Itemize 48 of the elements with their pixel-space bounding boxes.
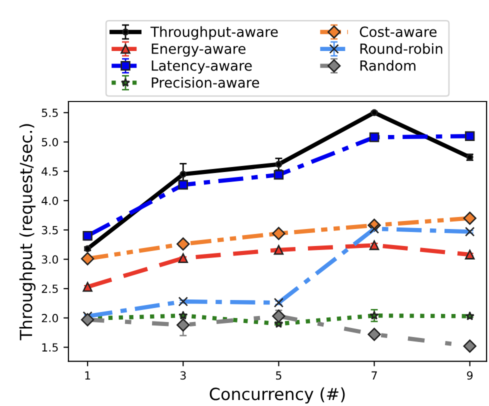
legend-label: Round-robin [360,43,442,54]
x-tick-label: 1 [85,371,90,380]
point [82,230,92,241]
point [369,132,380,142]
legend-label: Energy-aware [152,44,246,57]
point [272,226,286,240]
point [178,180,188,190]
point [178,253,188,263]
point [178,310,188,320]
y-tick-label: 2.5 [42,284,58,293]
x-tick-label: 7 [372,371,377,380]
point [176,318,190,332]
point [463,340,476,353]
point [274,245,284,255]
point [463,212,476,225]
legend-label: Random [360,60,416,71]
y-tick-label: 4.0 [42,196,58,206]
point [465,311,474,320]
x-tick-label: 3 [180,371,186,380]
y-tick-label: 3.0 [42,255,58,264]
x-tick-label: 9 [466,371,473,380]
legend-label: Latency-aware [152,60,252,74]
point [80,252,94,266]
y-tick-label: 4.5 [42,167,58,176]
y-tick-label: 5.5 [42,108,58,118]
point [180,170,187,178]
point [176,237,190,251]
point [274,170,284,180]
point [369,240,380,250]
x-axis-title: Concurrency (#) [210,387,345,404]
point [368,328,381,341]
point [464,250,475,260]
legend-label: Cost-aware [360,26,437,38]
legend-label: Precision-aware [152,77,260,88]
point [80,313,94,326]
point [464,131,475,141]
y-tick-label: 5.0 [42,138,58,146]
point [370,310,379,320]
point [272,310,286,323]
x-tick-label: 5 [276,371,282,380]
point [370,109,378,116]
y-tick-label: 3.5 [42,226,58,234]
legend-label: Throughput-aware [150,26,278,40]
y-axis-title: Throughput (request/sec.) [19,124,36,340]
point [275,160,282,168]
y-tick-label: 2.0 [42,314,58,322]
y-tick-label: 1.5 [42,343,58,352]
point [82,282,92,292]
